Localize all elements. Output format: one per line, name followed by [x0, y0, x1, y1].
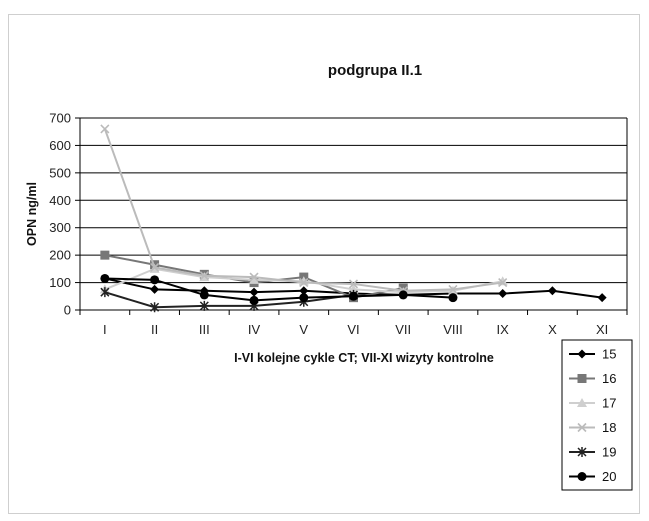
y-tick-label: 700: [49, 111, 71, 126]
data-point: [498, 289, 508, 299]
legend-marker: [577, 398, 587, 407]
y-tick-label: 600: [49, 138, 71, 153]
data-point: [299, 278, 309, 288]
legend-label: 20: [602, 469, 616, 484]
series-20: [100, 273, 458, 305]
legend-entry: 17: [569, 396, 616, 411]
x-tick-label: VI: [347, 322, 359, 337]
series-lines: [99, 124, 607, 313]
gridlines: [80, 117, 627, 311]
data-point: [498, 278, 508, 288]
y-tick-label: 400: [49, 193, 71, 208]
legend-label: 16: [602, 371, 616, 386]
data-point: [150, 302, 160, 313]
legend-entry: 15: [569, 347, 616, 362]
x-tick-label: IV: [248, 322, 261, 337]
data-point: [100, 250, 110, 260]
y-axis-label: OPN ng/ml: [25, 182, 39, 246]
legend-entry: 19: [569, 445, 616, 460]
data-point: [199, 290, 209, 300]
y-tick-label: 300: [49, 220, 71, 235]
legend-marker: [577, 447, 587, 457]
data-point: [249, 274, 260, 284]
legend-entry: 18: [569, 420, 616, 435]
y-tick-label: 100: [49, 275, 71, 290]
series-line: [104, 277, 454, 302]
legend-marker: [577, 472, 587, 481]
data-point: [249, 287, 259, 297]
x-tick-label: V: [299, 322, 308, 337]
data-point: [150, 275, 160, 285]
legend-label: 18: [602, 420, 616, 435]
series-line: [104, 291, 354, 309]
legend-marker: [577, 422, 587, 433]
legend-entry: 20: [569, 469, 616, 484]
data-point: [100, 273, 110, 283]
legend-marker: [577, 374, 587, 383]
legend-box: [561, 339, 633, 491]
data-point: [150, 262, 160, 273]
data-point: [100, 287, 110, 298]
x-tick-label: VII: [395, 322, 411, 337]
legend: 15 16 17 18 19 20: [561, 339, 633, 491]
data-point: [547, 286, 557, 296]
data-point: [597, 293, 607, 303]
data-point: [448, 293, 458, 303]
y-tick-label: 500: [49, 165, 71, 180]
data-point: [348, 279, 359, 289]
data-point: [299, 286, 309, 296]
legend-marker: [577, 349, 587, 359]
data-point: [299, 293, 309, 303]
data-point: [349, 291, 358, 301]
x-tick-label: X: [548, 322, 557, 337]
y-tick-label: 0: [64, 303, 71, 318]
chart-title: podgrupa II.1: [328, 62, 422, 79]
legend-label: 19: [602, 445, 616, 460]
x-axis-label: I-VI kolejne cykle CT; VII-XI wizyty kon…: [234, 351, 494, 365]
data-point: [249, 272, 259, 282]
x-tick-label: IX: [497, 322, 510, 337]
legend-label: 17: [602, 396, 616, 411]
series-18: [100, 124, 508, 296]
data-point: [150, 284, 160, 294]
data-point: [199, 300, 209, 311]
x-tick-label: VIII: [443, 322, 463, 337]
y-tick-label: 200: [49, 248, 71, 263]
x-tick-label: I: [103, 322, 107, 337]
data-point: [398, 290, 408, 300]
data-point: [448, 284, 458, 294]
data-point: [100, 124, 110, 134]
legend-entry: 16: [569, 371, 616, 386]
x-tick-label: II: [151, 322, 158, 337]
data-point: [348, 284, 359, 294]
x-tick-label: III: [199, 322, 210, 337]
legend-label: 15: [602, 347, 616, 362]
data-point: [199, 271, 209, 281]
chart-frame: [8, 14, 640, 514]
data-point: [249, 295, 259, 305]
x-tick-label: XI: [596, 322, 608, 337]
